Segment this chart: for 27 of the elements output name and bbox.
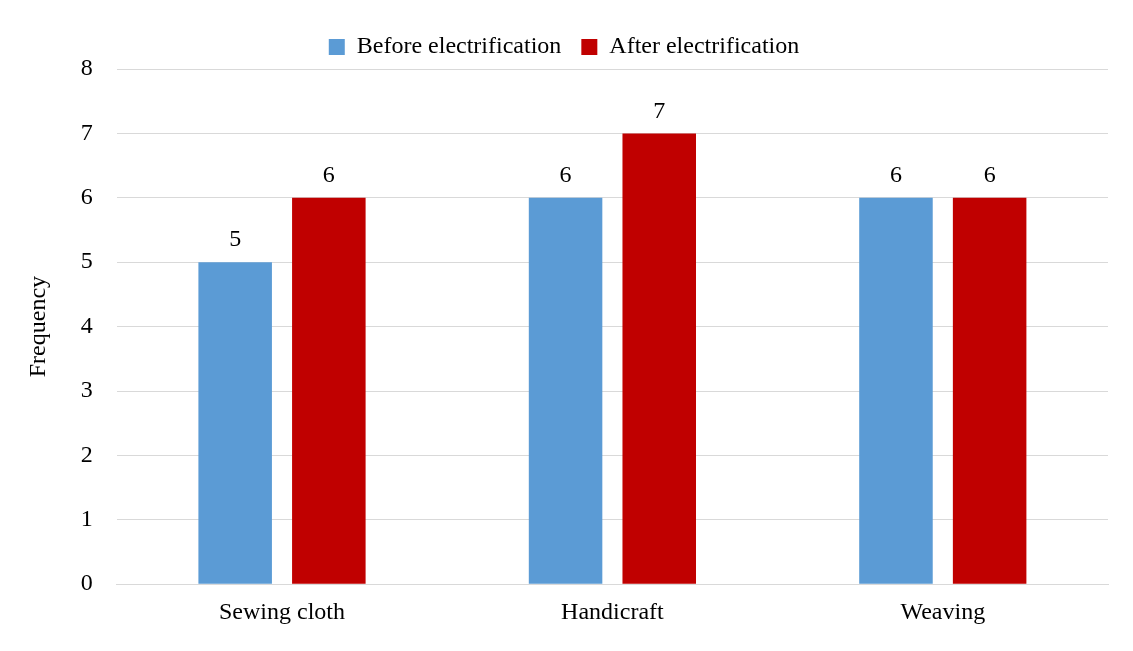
legend-label: After electrification	[609, 32, 800, 59]
legend-label: Before electrification	[356, 32, 562, 59]
y-tick-label: 6	[80, 183, 93, 210]
y-tick-label: 5	[80, 247, 93, 274]
data-label: 6	[889, 161, 902, 188]
bar	[198, 262, 272, 584]
y-tick-label: 3	[80, 376, 93, 403]
y-tick-label: 0	[80, 569, 93, 596]
bar	[528, 197, 603, 584]
y-tick-label: 8	[80, 54, 93, 81]
data-label: 6	[322, 161, 335, 188]
y-tick-label: 4	[80, 311, 93, 338]
data-label: 7	[653, 96, 666, 123]
x-tick-label: Weaving	[900, 597, 986, 624]
x-tick-label: Handicraft	[561, 597, 665, 624]
bar	[622, 133, 696, 584]
bar	[952, 197, 1027, 584]
data-label: 5	[229, 225, 242, 252]
data-label: 6	[559, 161, 572, 188]
bar	[859, 197, 933, 584]
y-axis-title: Frequency	[23, 275, 50, 378]
data-label: 6	[983, 161, 996, 188]
y-tick-label: 2	[80, 440, 93, 467]
y-tick-label: 1	[80, 505, 93, 532]
y-tick-label: 7	[80, 118, 93, 145]
x-tick-label: Sewing cloth	[219, 597, 345, 624]
bar	[292, 197, 366, 584]
